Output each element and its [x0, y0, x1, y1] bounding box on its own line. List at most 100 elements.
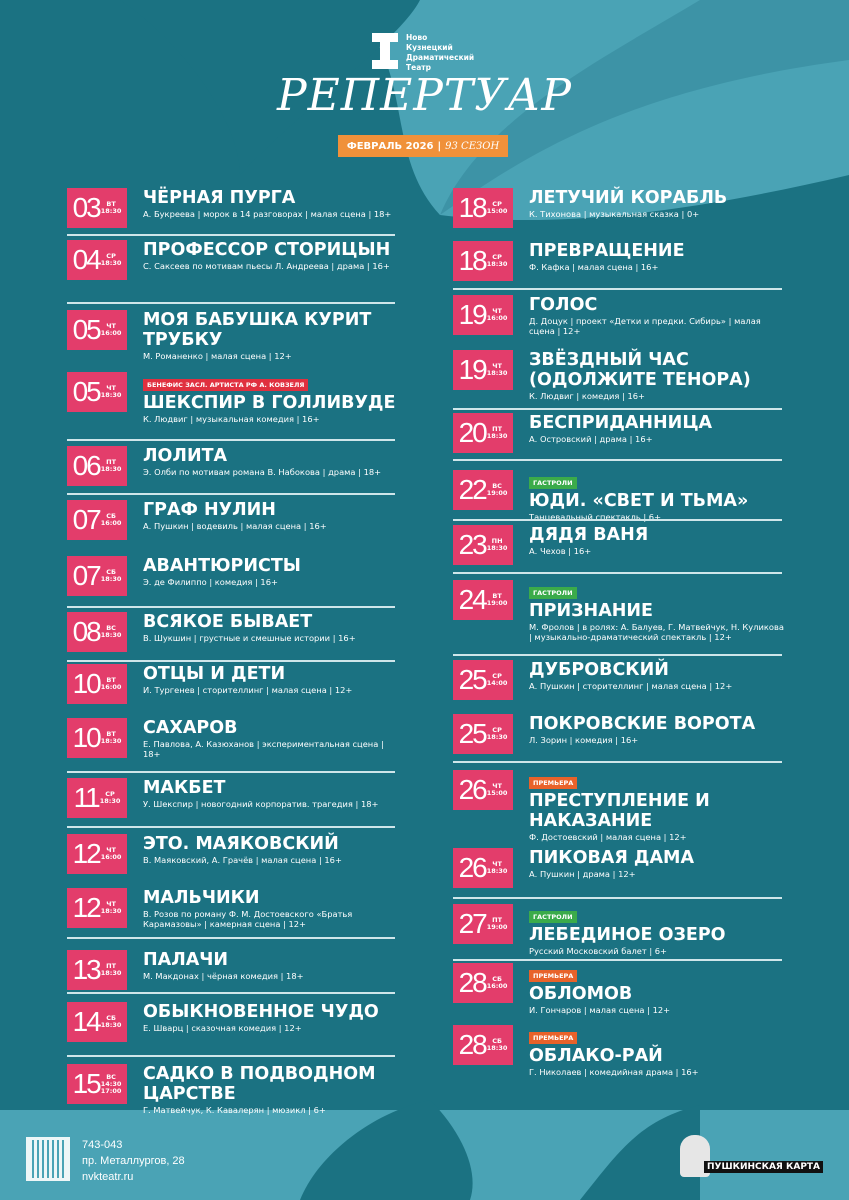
show-title[interactable]: Преступление и наказание — [529, 791, 710, 831]
show-description: В. Маяковский, А. Грачёв | малая сцена |… — [143, 855, 342, 865]
weekday: ПТ — [106, 962, 116, 970]
schedule-entry[interactable]: 05 ЧТ 18:30 БЕНЕФИС ЗАСЛ. АРТИСТА РФ А. КОВ… — [67, 372, 398, 424]
weekday: СБ — [492, 975, 502, 983]
schedule-entry[interactable]: 04 СР 18:30 Профессор сторицын С. Саксеев по… — [67, 240, 398, 280]
entry-info: ГАСТРОЛИ Лебединое озеро Русский Московски… — [529, 904, 784, 956]
day-number: 28 — [458, 1029, 488, 1060]
schedule-entry[interactable]: 22 ВС 19:00 ГАСТРОЛИ Юди. «Свет и тьма» Танце… — [453, 470, 784, 522]
schedule-entry[interactable]: 12 ЧТ 16:00 Это. Маяковский В. Маяковский, А… — [67, 834, 398, 874]
show-time: 18:30 — [100, 575, 122, 583]
schedule-entry[interactable]: 15 ВС 14:30 17:00 Садко в подводном царстве Г… — [67, 1064, 398, 1115]
schedule-entry[interactable]: 10 ВТ 18:30 Сахаров Е. Павлова, А. Казюханов… — [67, 718, 398, 759]
show-title[interactable]: Всякое бывает — [143, 612, 313, 632]
show-title[interactable]: Граф Нулин — [143, 500, 276, 520]
show-title[interactable]: Звёздный час (одолжите тенора) — [529, 350, 751, 390]
show-title[interactable]: Облако-рай — [529, 1046, 663, 1066]
entry-info: БЕНЕФИС ЗАСЛ. АРТИСТА РФ А. КОВЗЕЛЯ Шексп… — [143, 372, 398, 424]
date-box: 07 СБ 18:30 — [67, 556, 127, 596]
show-title[interactable]: Садко в подводном царстве — [143, 1064, 376, 1104]
date-box: 15 ВС 14:30 17:00 — [67, 1064, 127, 1104]
entry-info: Бесприданница А. Островский | драма | 16+ — [529, 413, 784, 453]
schedule-entry[interactable]: 08 ВС 18:30 Всякое бывает В. Шукшин | грустн… — [67, 612, 398, 652]
schedule-entry[interactable]: 13 ПТ 18:30 Палачи М. Макдонах | чёрная коме… — [67, 950, 398, 990]
show-title[interactable]: Лолита — [143, 446, 228, 466]
weekday-time: ПТ 18:30 — [487, 426, 508, 440]
schedule-entry[interactable]: 24 ВТ 19:00 ГАСТРОЛИ Признание М. Фролов | в … — [453, 580, 784, 642]
pushkin-card-label: ПУШКИНСКАЯ КАРТА — [704, 1161, 824, 1173]
show-title[interactable]: Это. Маяковский — [143, 834, 339, 854]
show-time: 18:30 — [100, 907, 122, 915]
show-title[interactable]: Чёрная пурга — [143, 188, 296, 208]
entry-info: Дубровский А. Пушкин | сторителлинг | мал… — [529, 660, 784, 700]
show-title[interactable]: Летучий корабль — [529, 188, 728, 208]
show-title[interactable]: Мальчики — [143, 888, 260, 908]
schedule-entry[interactable]: 03 ВТ 18:30 Чёрная пурга А. Букреева | морок… — [67, 188, 398, 228]
badge-premiere: ПРЕМЬЕРА — [529, 970, 578, 982]
show-title[interactable]: Превращение — [529, 241, 685, 261]
schedule-entry[interactable]: 25 СР 18:30 Покровские ворота Л. Зорин | ком… — [453, 714, 784, 754]
schedule-entry[interactable]: 19 ЧТ 18:30 Звёздный час (одолжите тенора) К… — [453, 350, 784, 401]
schedule-entry[interactable]: 23 ПН 18:30 Дядя Ваня А. Чехов | 16+ — [453, 525, 784, 565]
show-title[interactable]: Дубровский — [529, 660, 669, 680]
show-title[interactable]: Палачи — [143, 950, 229, 970]
show-title[interactable]: Признание — [529, 601, 653, 621]
weekday: СР — [105, 790, 115, 798]
show-time: 18:30 — [486, 369, 508, 377]
schedule-entry[interactable]: 25 СР 14:00 Дубровский А. Пушкин | сторителл… — [453, 660, 784, 700]
schedule-entry[interactable]: 28 СБ 18:30 ПРЕМЬЕРА Облако-рай Г. Николаев |… — [453, 1025, 784, 1077]
show-title[interactable]: Шекспир в Голливуде — [143, 393, 396, 413]
qr-code-icon[interactable] — [26, 1137, 70, 1181]
show-title[interactable]: Макбет — [143, 778, 226, 798]
show-title[interactable]: Бесприданница — [529, 413, 713, 433]
show-title[interactable]: Голос — [529, 295, 598, 315]
divider — [453, 761, 782, 763]
show-title[interactable]: Дядя Ваня — [529, 525, 649, 545]
address: пр. Металлургов, 28 — [82, 1155, 185, 1167]
schedule-entry[interactable]: 26 ЧТ 18:30 Пиковая дама А. Пушкин | драма |… — [453, 848, 784, 888]
day-number: 22 — [458, 474, 488, 505]
show-title[interactable]: Моя бабушка курит трубку — [143, 310, 372, 350]
show-title[interactable]: Сахаров — [143, 718, 238, 738]
schedule-entry[interactable]: 18 СР 15:00 Летучий корабль К. Тихонова | му… — [453, 188, 784, 228]
show-title[interactable]: Лебединое озеро — [529, 925, 726, 945]
schedule-entry[interactable]: 07 СБ 16:00 Граф Нулин А. Пушкин | водевиль … — [67, 500, 398, 540]
date-box: 05 ЧТ 16:00 — [67, 310, 127, 350]
schedule-entry[interactable]: 05 ЧТ 16:00 Моя бабушка курит трубку М. Рома… — [67, 310, 398, 361]
schedule-entry[interactable]: 07 СБ 18:30 Авантюристы Э. де Филиппо | коме… — [67, 556, 398, 596]
day-number: 04 — [72, 244, 102, 275]
schedule-entry[interactable]: 11 СР 18:30 Макбет У. Шекспир | новогодний к… — [67, 778, 398, 818]
day-number: 11 — [73, 782, 101, 813]
date-box: 11 СР 18:30 — [67, 778, 127, 818]
schedule-entry[interactable]: 06 ПТ 18:30 Лолита Э. Олби по мотивам романа… — [67, 446, 398, 486]
show-title[interactable]: Обыкновенное чудо — [143, 1002, 379, 1022]
entry-info: Мальчики В. Розов по роману Ф. М. Достоев… — [143, 888, 398, 929]
show-title[interactable]: Авантюристы — [143, 556, 301, 576]
date-box: 18 СР 15:00 — [453, 188, 513, 228]
schedule-entry[interactable]: 10 ВТ 16:00 Отцы и дети И. Тургенев | сторит… — [67, 664, 398, 704]
date-box: 05 ЧТ 18:30 — [67, 372, 127, 412]
schedule-entry[interactable]: 26 ЧТ 15:00 ПРЕМЬЕРА Преступление и наказани… — [453, 770, 784, 842]
show-title[interactable]: Отцы и дети — [143, 664, 286, 684]
schedule-entry[interactable]: 27 ПТ 19:00 ГАСТРОЛИ Лебединое озеро Русский … — [453, 904, 784, 956]
website-link[interactable]: nvkteatr.ru — [82, 1171, 134, 1183]
show-title[interactable]: Обломов — [529, 984, 633, 1004]
schedule-entry[interactable]: 28 СБ 16:00 ПРЕМЬЕРА Обломов И. Гончаров | ма… — [453, 963, 784, 1015]
schedule-entry[interactable]: 14 СБ 18:30 Обыкновенное чудо Е. Шварц | ска… — [67, 1002, 398, 1042]
schedule-entry[interactable]: 20 ПТ 18:30 Бесприданница А. Островский | др… — [453, 413, 784, 453]
schedule-entry[interactable]: 12 ЧТ 18:30 Мальчики В. Розов по роману Ф. М… — [67, 888, 398, 929]
show-time: 14:00 — [486, 679, 508, 687]
weekday: СБ — [106, 512, 116, 520]
show-time: 16:00 — [100, 683, 122, 691]
show-title[interactable]: Юди. «Свет и тьма» — [529, 491, 749, 511]
show-title[interactable]: Покровские ворота — [529, 714, 756, 734]
show-title[interactable]: Профессор сторицын — [143, 240, 391, 260]
entry-info: Чёрная пурга А. Букреева | морок в 14 раз… — [143, 188, 398, 228]
show-description: Г. Матвейчук, К. Кавалерян | мюзикл | 6+ — [143, 1105, 326, 1115]
show-title[interactable]: Пиковая дама — [529, 848, 695, 868]
show-description: Ф. Кафка | малая сцена | 16+ — [529, 262, 659, 272]
schedule-entry[interactable]: 19 ЧТ 16:00 Голос Д. Доцук | проект «Детки и… — [453, 295, 784, 336]
date-box: 04 СР 18:30 — [67, 240, 127, 280]
show-description: К. Людвиг | музыкальная комедия | 16+ — [143, 414, 320, 424]
schedule-entry[interactable]: 18 СР 18:30 Превращение Ф. Кафка | малая сце… — [453, 241, 784, 281]
weekday-time: ЧТ 18:30 — [101, 385, 122, 399]
